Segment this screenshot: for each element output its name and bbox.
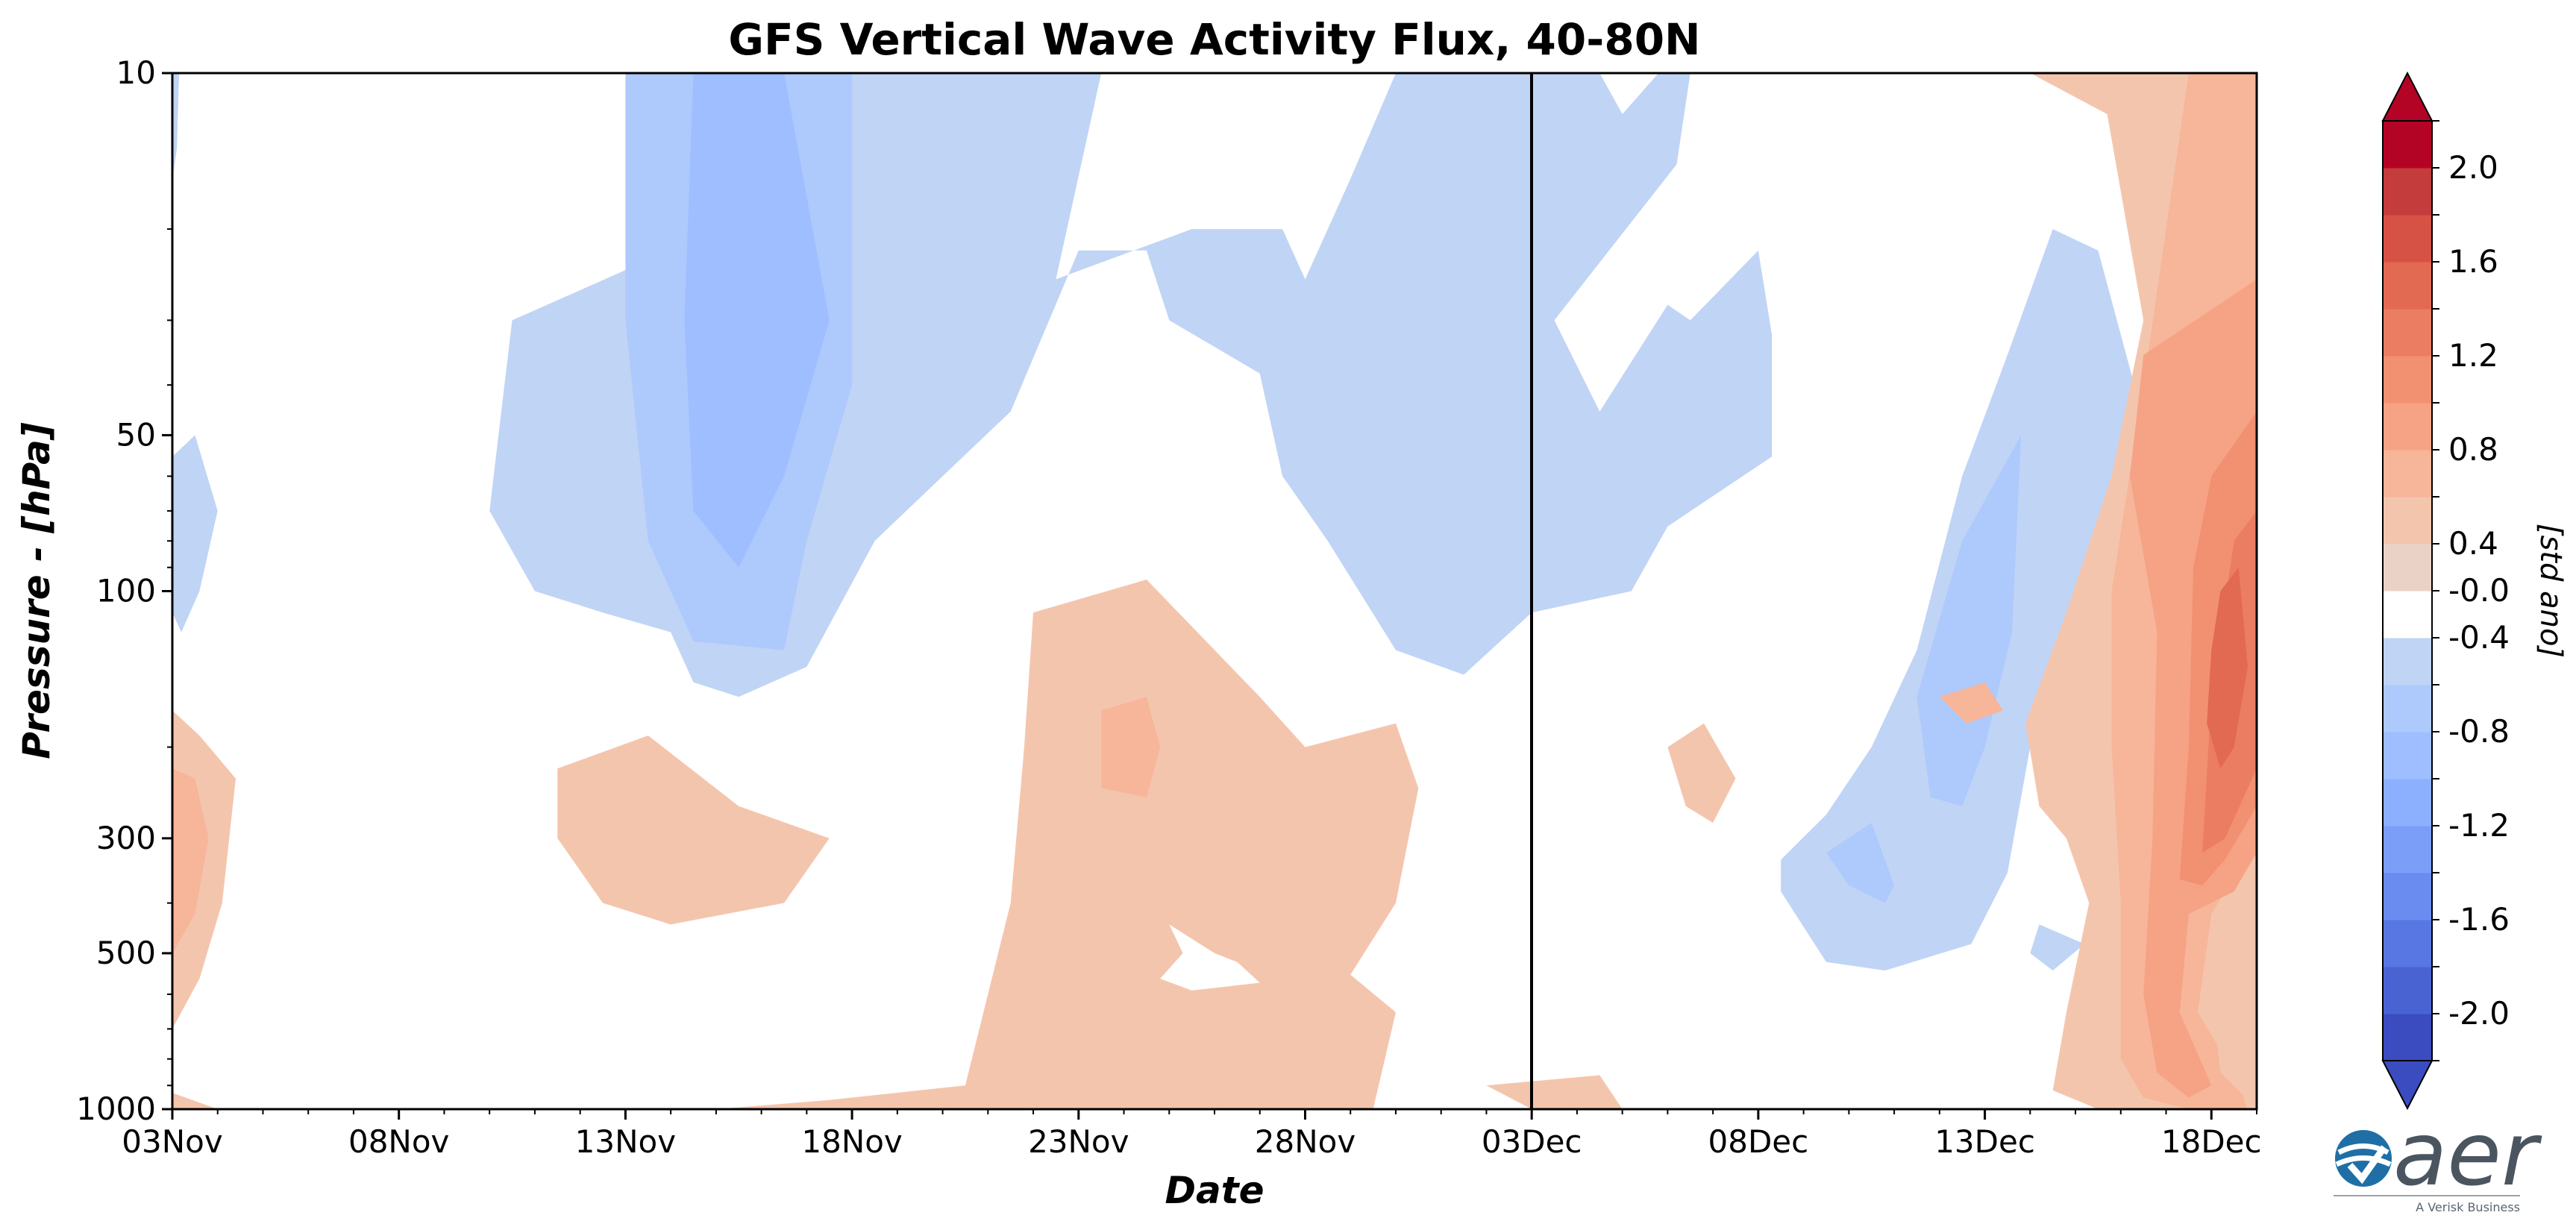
colorbar-segment	[2383, 920, 2432, 967]
region-pos-dec-bottom	[2211, 974, 2257, 1109]
y-axis-label: Pressure - [hPa]	[15, 422, 58, 759]
colorbar-segment	[2383, 544, 2432, 592]
colorbar-segment	[2383, 1014, 2432, 1061]
x-axis-label: Date	[1165, 1169, 1264, 1212]
region-pos-23nov-bottom	[1486, 1075, 1623, 1109]
colorbar-tick-label: -0.4	[2448, 619, 2510, 656]
x-axis-ticks: 03Nov 08Nov 13Nov 18Nov 23Nov 28Nov 03Dec 08Dec…	[122, 1109, 2262, 1160]
colorbar-segment	[2383, 497, 2432, 545]
colorbar: 2.0 1.6 1.2 0.8 0.4 -0.0 -0.4 -0.8 -1.2 -1.6 -2.0	[2381, 71, 2510, 1111]
colorbar-segment	[2383, 591, 2432, 638]
colorbar-tick-label: 0.4	[2448, 525, 2498, 562]
colorbar-tick-label: -1.6	[2448, 901, 2510, 938]
contour-fills	[172, 73, 2257, 1109]
colorbar-segment	[2383, 450, 2432, 498]
y-axis-ticks: 10 50 100 300 500 1000	[76, 54, 172, 1127]
colorbar-tick-label: 1.6	[2448, 243, 2498, 280]
colorbar-segment	[2383, 638, 2432, 685]
region-pos-right-small	[1667, 723, 1736, 823]
region-neg-dec-lower	[1826, 823, 1895, 903]
x-tick-label: 13Nov	[575, 1123, 676, 1160]
x-tick-label: 03Nov	[122, 1123, 222, 1160]
chart-title: GFS Vertical Wave Activity Flux, 40-80N	[728, 14, 1700, 65]
x-tick-label: 28Nov	[1255, 1123, 1356, 1160]
region-neg-dec-dot	[2030, 924, 2085, 971]
region-pos-left-inner	[172, 768, 209, 953]
x-tick-label: 08Dec	[1708, 1123, 1809, 1160]
colorbar-segment	[2383, 356, 2432, 404]
x-tick-label: 13Dec	[1934, 1123, 2035, 1160]
x-tick-label: 23Nov	[1028, 1123, 1129, 1160]
y-tick-label: 50	[116, 416, 156, 453]
y-tick-label: 10	[116, 54, 156, 91]
x-tick-label: 18Nov	[801, 1123, 902, 1160]
y-tick-label: 100	[96, 573, 156, 609]
colorbar-tick-label: -0.0	[2448, 572, 2510, 609]
colorbar-segment	[2383, 967, 2432, 1014]
region-pos-bottomleft	[172, 1093, 218, 1109]
region-pos-center-hole	[1160, 924, 1260, 991]
colorbar-upper-extension	[2381, 71, 2434, 122]
colorbar-segment	[2383, 121, 2432, 169]
region-pos-dec-inner-04	[1939, 682, 2003, 724]
y-tick-label: 500	[96, 935, 156, 971]
colorbar-tick-label: 0.8	[2448, 431, 2498, 468]
region-neg-core	[684, 73, 830, 568]
y-tick-label: 300	[96, 820, 156, 856]
colorbar-segment	[2383, 826, 2432, 873]
colorbar-label: [std ano]	[2533, 524, 2568, 658]
colorbar-segment	[2383, 873, 2432, 920]
aer-logo-wordmark: aer	[2393, 1102, 2542, 1205]
region-neg-top-corner	[172, 73, 180, 179]
colorbar-segment	[2383, 309, 2432, 357]
colorbar-tick-label: -1.2	[2448, 807, 2510, 844]
colorbar-segment	[2383, 403, 2432, 451]
x-tick-label: 18Dec	[2161, 1123, 2262, 1160]
colorbar-tick-label: 1.2	[2448, 337, 2498, 374]
colorbar-segment	[2383, 779, 2432, 826]
region-pos-8nov	[557, 735, 830, 925]
colorbar-segment	[2383, 215, 2432, 263]
colorbar-segment	[2383, 262, 2432, 310]
colorbar-tick-label: -2.0	[2448, 995, 2510, 1032]
x-tick-label: 08Nov	[348, 1123, 449, 1160]
colorbar-segment	[2383, 685, 2432, 732]
plot-area: 03Nov 08Nov 13Nov 18Nov 23Nov 28Nov 03Dec 08Dec…	[76, 54, 2262, 1160]
colorbar-segment	[2383, 168, 2432, 216]
region-neg-dec-inner	[1917, 435, 2022, 806]
colorbar-tick-label: 2.0	[2448, 149, 2498, 186]
aer-logo: aer A Verisk Business	[2334, 1102, 2542, 1214]
region-neg-topleft	[172, 435, 218, 633]
x-tick-label: 03Dec	[1482, 1123, 1582, 1160]
colorbar-lower-extension	[2381, 1060, 2434, 1111]
aer-logo-tagline: A Verisk Business	[2416, 1200, 2520, 1214]
region-pos-dec-12	[2207, 567, 2248, 769]
colorbar-tick-label: -0.8	[2448, 713, 2510, 750]
y-tick-label: 1000	[76, 1091, 156, 1127]
region-pos-center-inner	[1101, 697, 1161, 797]
colorbar-segment	[2383, 732, 2432, 779]
